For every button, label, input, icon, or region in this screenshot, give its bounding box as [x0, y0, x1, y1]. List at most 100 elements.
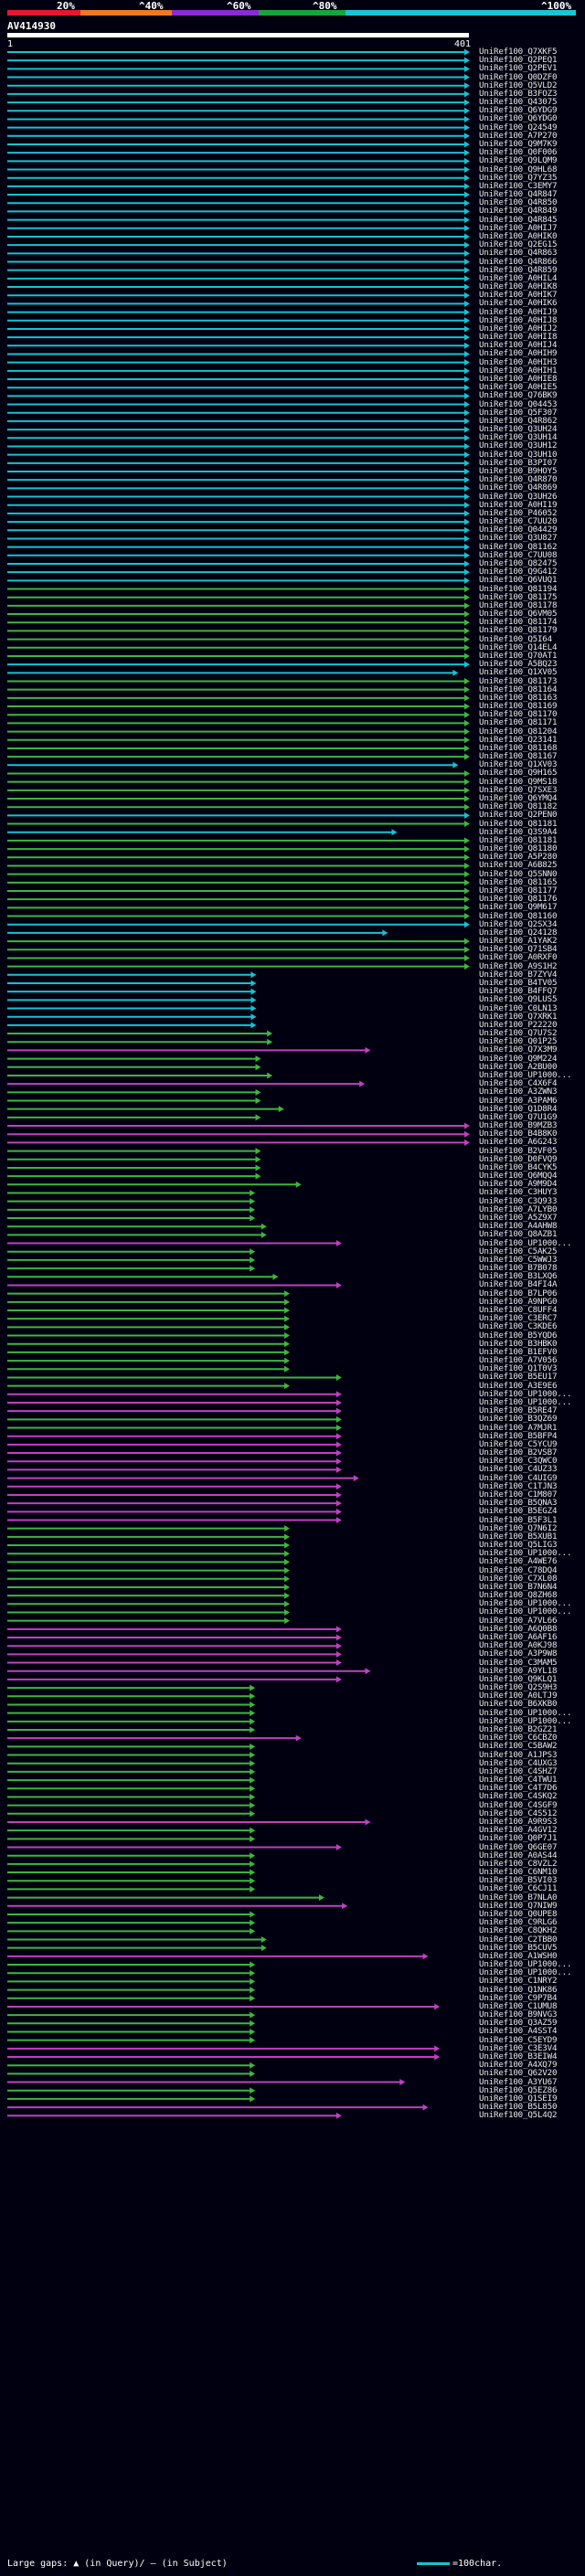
hit-track[interactable]: [7, 1248, 256, 1256]
hit-track[interactable]: [7, 1550, 291, 1557]
hit-track[interactable]: [7, 1525, 291, 1532]
hit-track[interactable]: [7, 342, 470, 349]
hit-label[interactable]: UniRef100_B5QNA3: [479, 1498, 558, 1509]
hit-track[interactable]: [7, 1156, 261, 1163]
hit-label[interactable]: UniRef100_Q81176: [479, 894, 558, 905]
hit-track[interactable]: [7, 1307, 291, 1314]
hit-track[interactable]: [7, 317, 470, 324]
hit-label[interactable]: UniRef100_Q7YZ35: [479, 172, 558, 183]
hit-track[interactable]: [7, 753, 470, 760]
hit-track[interactable]: [7, 2011, 256, 2019]
hit-track[interactable]: [7, 745, 470, 752]
hit-label[interactable]: UniRef100_Q5L4Q2: [479, 2110, 558, 2121]
hit-track[interactable]: [7, 602, 470, 610]
hit-label[interactable]: UniRef100_C4S512: [479, 1807, 558, 1818]
hit-track[interactable]: [7, 1290, 291, 1298]
hit-track[interactable]: [7, 544, 470, 551]
hit-track[interactable]: [7, 552, 470, 559]
hit-track[interactable]: [7, 1987, 256, 1994]
hit-track[interactable]: [7, 1425, 342, 1432]
hit-label[interactable]: UniRef100_Q81165: [479, 876, 558, 887]
hit-track[interactable]: [7, 1491, 342, 1499]
hit-label[interactable]: UniRef100_Q9LUS5: [479, 994, 558, 1005]
hit-label[interactable]: UniRef100_B3QZ69: [479, 1414, 558, 1425]
hit-track[interactable]: [7, 879, 470, 886]
hit-track[interactable]: [7, 468, 470, 475]
hit-label[interactable]: UniRef100_Q9HL68: [479, 164, 558, 175]
hit-track[interactable]: [7, 57, 470, 64]
hit-label[interactable]: UniRef100_A5BQ23: [479, 659, 558, 670]
hit-label[interactable]: UniRef100_Q5I64: [479, 633, 552, 644]
hit-track[interactable]: [7, 1567, 291, 1574]
hit-label[interactable]: UniRef100_Q81175: [479, 591, 558, 602]
hit-track[interactable]: [7, 1349, 291, 1356]
hit-label[interactable]: UniRef100_Q24549: [479, 122, 558, 133]
hit-track[interactable]: [7, 1768, 256, 1776]
hit-label[interactable]: UniRef100_A9S1H2: [479, 960, 558, 971]
hit-label[interactable]: UniRef100_C2TBB0: [479, 1934, 558, 1945]
hit-label[interactable]: UniRef100_UP1000...: [479, 1598, 572, 1609]
hit-track[interactable]: [7, 1827, 256, 1834]
hit-label[interactable]: UniRef100_Q0F006: [479, 147, 558, 158]
hit-label[interactable]: UniRef100_Q1SEI9: [479, 2093, 558, 2104]
hit-track[interactable]: [7, 157, 470, 164]
hit-label[interactable]: UniRef100_A1YAK2: [479, 936, 558, 947]
hit-label[interactable]: UniRef100_UP1000...: [479, 1707, 572, 1718]
hit-track[interactable]: [7, 1835, 256, 1842]
hit-label[interactable]: UniRef100_B5BFP4: [479, 1430, 558, 1441]
hit-track[interactable]: [7, 845, 470, 853]
hit-track[interactable]: [7, 1005, 257, 1012]
hit-track[interactable]: [7, 1399, 342, 1406]
hit-label[interactable]: UniRef100_C9RLG6: [479, 1917, 558, 1928]
hit-track[interactable]: [7, 1642, 342, 1649]
hit-label[interactable]: UniRef100_C3KDE6: [479, 1321, 558, 1332]
hit-label[interactable]: UniRef100_Q4R869: [479, 482, 558, 493]
hit-label[interactable]: UniRef100_A0HIL4: [479, 272, 558, 283]
hit-label[interactable]: UniRef100_Q23141: [479, 734, 558, 745]
hit-label[interactable]: UniRef100_C1UMU8: [479, 2000, 558, 2011]
hit-track[interactable]: [7, 913, 470, 920]
hit-track[interactable]: [7, 1223, 267, 1230]
hit-label[interactable]: UniRef100_A0HIJ2: [479, 323, 558, 334]
hit-label[interactable]: UniRef100_Q2SX34: [479, 918, 558, 929]
hit-track[interactable]: [7, 779, 470, 786]
hit-label[interactable]: UniRef100_A0HIK8: [479, 281, 558, 292]
hit-label[interactable]: UniRef100_C3E3V4: [479, 2042, 558, 2053]
hit-label[interactable]: UniRef100_Q1XV03: [479, 759, 558, 770]
hit-label[interactable]: UniRef100_B7LP06: [479, 1288, 558, 1299]
hit-track[interactable]: [7, 2028, 256, 2035]
hit-track[interactable]: [7, 1650, 342, 1658]
hit-track[interactable]: [7, 1172, 261, 1180]
hit-track[interactable]: [7, 980, 257, 987]
hit-label[interactable]: UniRef100_C5EYD9: [479, 2034, 558, 2045]
hit-track[interactable]: [7, 1776, 256, 1784]
hit-track[interactable]: [7, 1885, 256, 1892]
hit-label[interactable]: UniRef100_Q2PEV1: [479, 63, 558, 74]
hit-track[interactable]: [7, 1240, 342, 1247]
hit-label[interactable]: UniRef100_Q4R849: [479, 206, 558, 217]
hit-track[interactable]: [7, 1281, 342, 1288]
hit-label[interactable]: UniRef100_C3EMY7: [479, 180, 558, 191]
hit-label[interactable]: UniRef100_C6CJ11: [479, 1883, 558, 1894]
hit-label[interactable]: UniRef100_Q71SB4: [479, 944, 558, 955]
hit-track[interactable]: [7, 1659, 342, 1667]
hit-label[interactable]: UniRef100_Q70AT1: [479, 650, 558, 661]
hit-label[interactable]: UniRef100_Q6YDG9: [479, 105, 558, 116]
hit-label[interactable]: UniRef100_B7ZYV4: [479, 969, 558, 980]
hit-track[interactable]: [7, 1752, 256, 1759]
hit-label[interactable]: UniRef100_Q9M224: [479, 1053, 558, 1064]
hit-label[interactable]: UniRef100_Q0DZF0: [479, 71, 558, 82]
hit-track[interactable]: [7, 225, 470, 232]
hit-label[interactable]: UniRef100_Q14EL4: [479, 641, 558, 652]
hit-track[interactable]: [7, 1575, 291, 1583]
hit-track[interactable]: [7, 1122, 470, 1129]
hit-track[interactable]: [7, 267, 470, 274]
hit-track[interactable]: [7, 82, 470, 90]
hit-track[interactable]: [7, 619, 470, 626]
hit-track[interactable]: [7, 1818, 371, 1826]
hit-label[interactable]: UniRef100_A9NPG0: [479, 1296, 558, 1307]
hit-track[interactable]: [7, 535, 470, 542]
hit-track[interactable]: [7, 1130, 470, 1138]
hit-label[interactable]: UniRef100_Q81164: [479, 684, 558, 694]
hit-track[interactable]: [7, 1097, 261, 1104]
